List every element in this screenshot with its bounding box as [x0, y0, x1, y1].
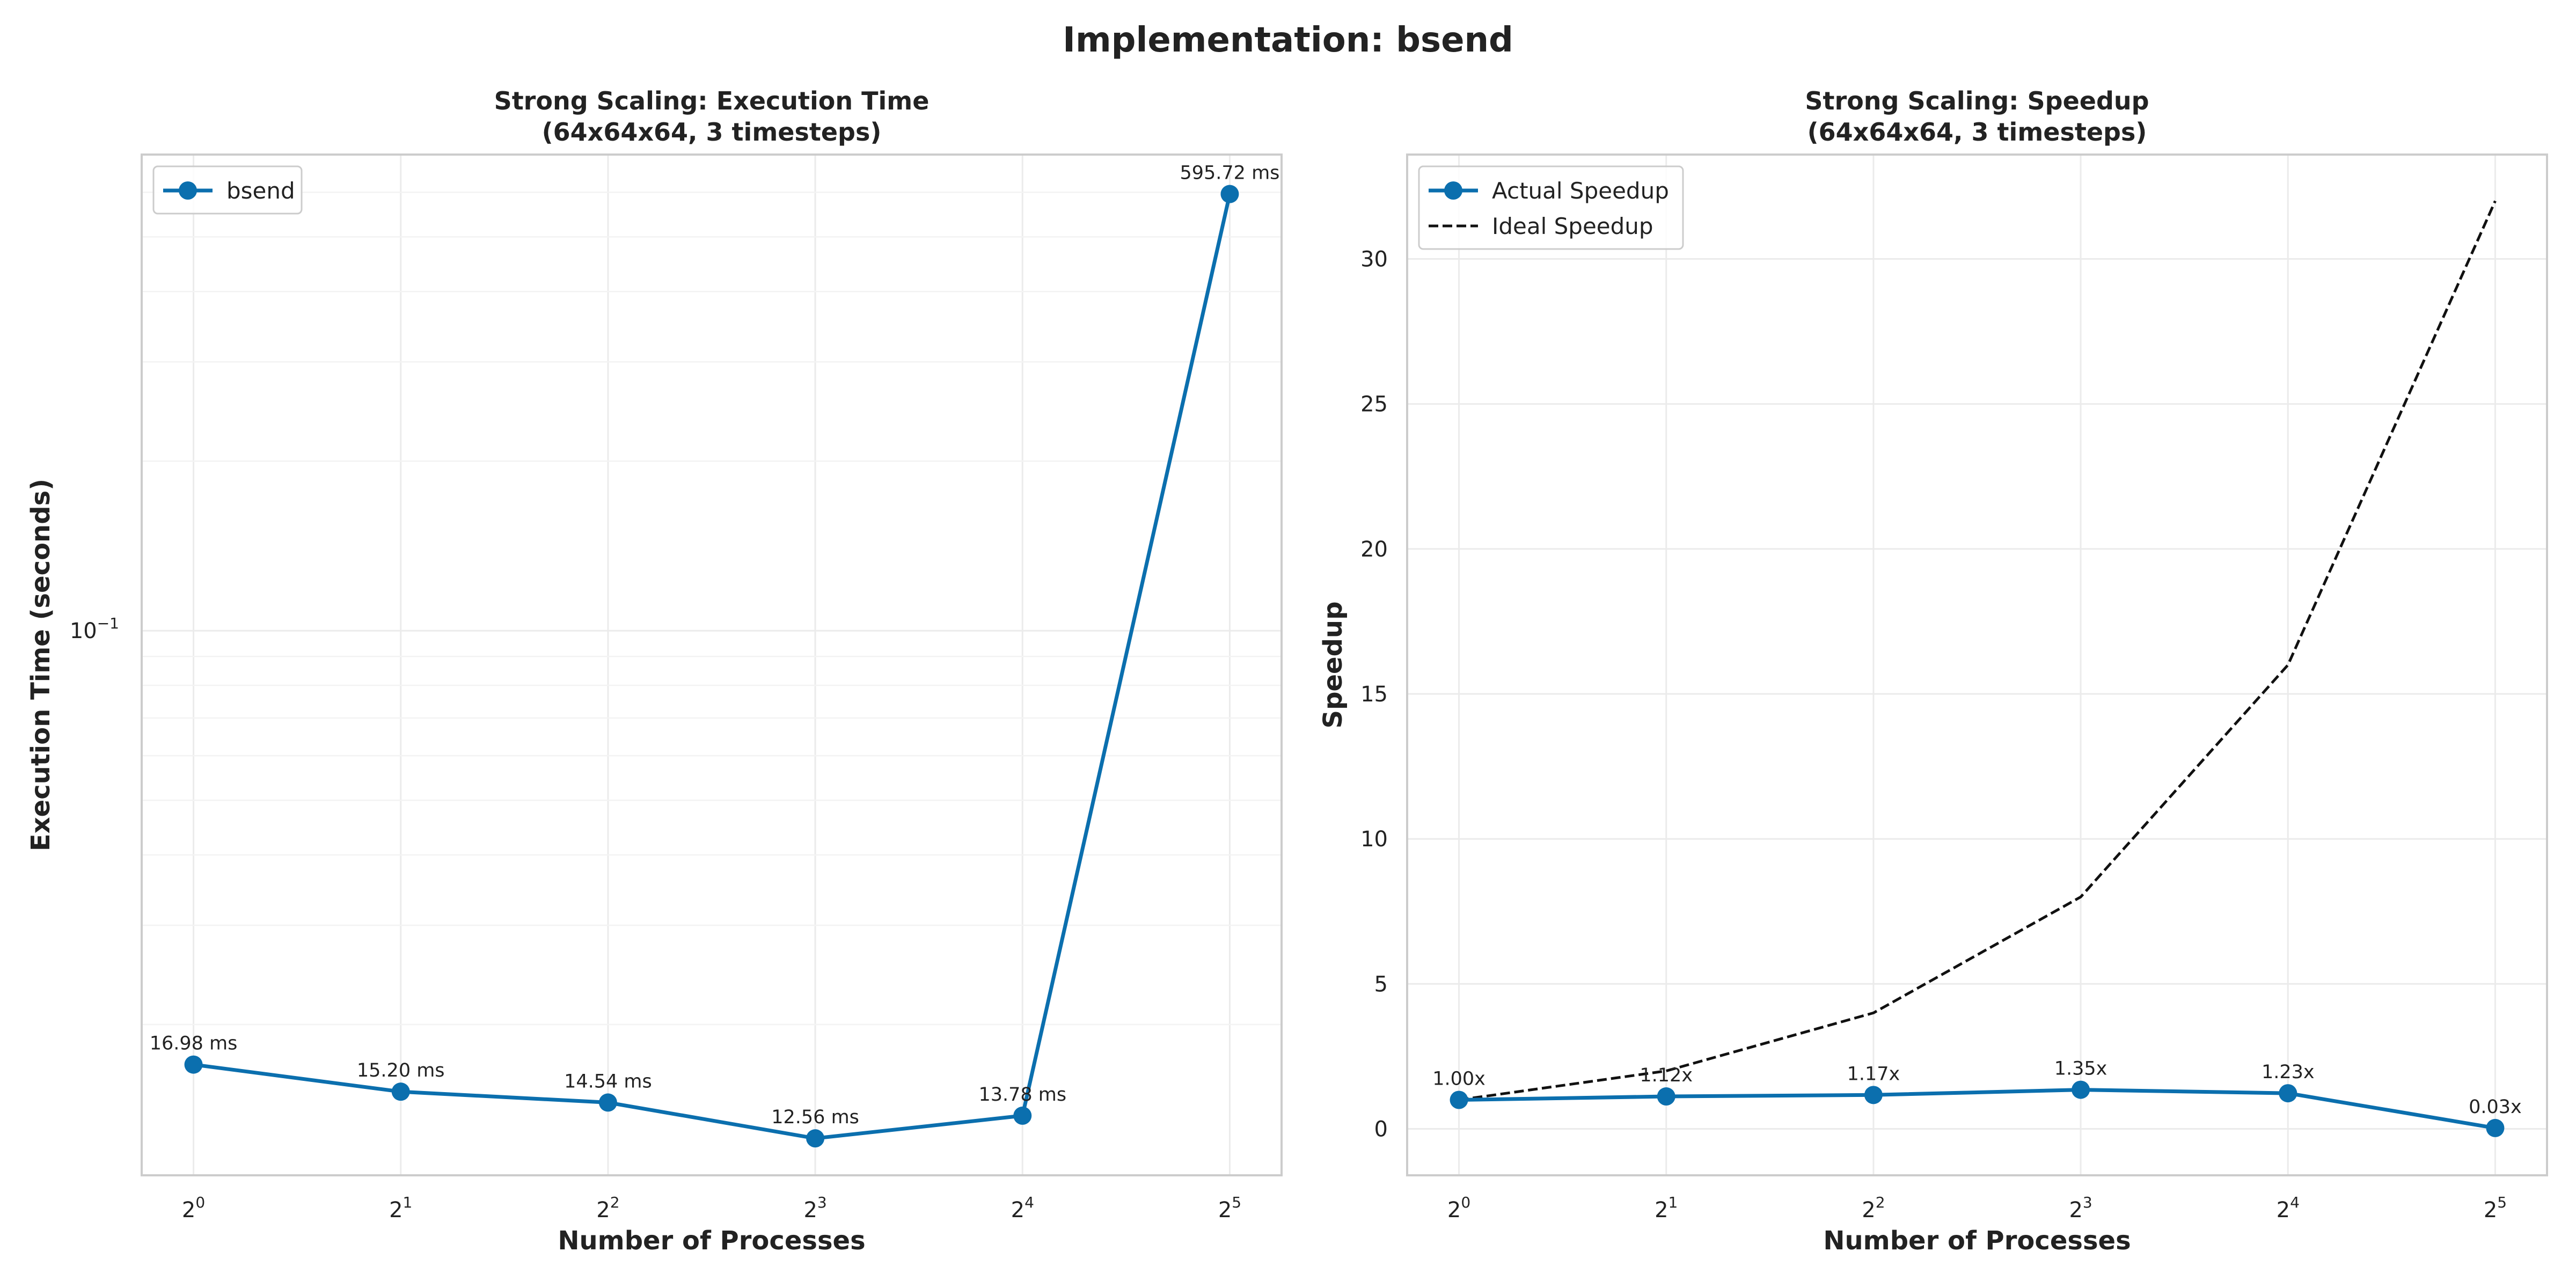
legend-box [152, 165, 303, 215]
series-line [1459, 1088, 2496, 1130]
y-tick-label: 5 [1374, 972, 1388, 997]
legend: Actual Speedup Ideal Speedup [1418, 165, 1684, 250]
data-label: 595.72 ms [1180, 163, 1279, 184]
data-label: 1.17x [1847, 1063, 1900, 1085]
subplot-title-line: Strong Scaling: Execution Time [494, 86, 930, 115]
data-point [1450, 1091, 1468, 1109]
data-point [184, 1055, 203, 1074]
data-point [1220, 185, 1239, 203]
x-tick-label: 22 [1862, 1194, 1885, 1223]
data-label: 12.56 ms [771, 1107, 859, 1128]
grid [1407, 155, 2547, 1175]
y-axis-label: Speedup [1318, 602, 1348, 729]
subplot-title-line: Strong Scaling: Speedup [1805, 86, 2149, 115]
y-tick-label: 25 [1360, 392, 1388, 417]
x-tick-label: 23 [803, 1194, 826, 1223]
x-axis-label: Number of Processes [558, 1226, 865, 1256]
x-tick-label: 21 [389, 1194, 412, 1223]
data-point [2279, 1084, 2297, 1103]
x-tick-label: 22 [596, 1194, 619, 1223]
data-label: 16.98 ms [150, 1033, 238, 1055]
legend-box [1418, 165, 1684, 250]
legend-marker [1444, 181, 1462, 200]
data-point [1013, 1106, 1032, 1125]
series-line [1459, 200, 2497, 1101]
y-tick-label: 15 [1360, 682, 1388, 707]
data-point [1864, 1086, 1883, 1104]
data-point [2486, 1118, 2505, 1137]
legend-entry-label: bsend [226, 178, 295, 204]
x-tick-label: 21 [1655, 1194, 1678, 1223]
plot-area-frame [1406, 153, 2548, 1176]
x-tick-label: 20 [182, 1194, 205, 1223]
data-label: 0.03x [2469, 1096, 2522, 1118]
x-tick-label: 23 [2069, 1194, 2092, 1223]
legend-entry-label: Actual Speedup [1492, 178, 1669, 204]
data-point [391, 1082, 410, 1101]
plot-area-frame [141, 153, 1283, 1176]
figure-title: Implementation: bsend [1063, 20, 1513, 60]
y-tick-label: 0 [1374, 1117, 1388, 1142]
y-axis-label: Execution Time (seconds) [26, 479, 56, 851]
x-tick-label: 20 [1447, 1194, 1470, 1223]
data-label: 1.23x [2262, 1062, 2315, 1083]
data-label: 1.12x [1640, 1065, 1693, 1086]
y-tick-label: 20 [1360, 537, 1388, 562]
grid [142, 155, 1282, 1175]
data-label: 14.54 ms [564, 1071, 652, 1092]
y-tick-label: 10−1 [70, 614, 119, 643]
data-point [2072, 1080, 2090, 1099]
subplot-title-line: (64x64x64, 3 timesteps) [542, 118, 882, 147]
y-tick-label: 10 [1360, 827, 1388, 852]
speedup-chart: 20 21 22 23 24 25 0 5 10 15 20 25 30 Number of Proces… [1318, 86, 2548, 1256]
data-point [806, 1129, 825, 1148]
subplot-title-line: (64x64x64, 3 timesteps) [1807, 118, 2147, 147]
x-tick-label: 24 [2277, 1194, 2300, 1223]
data-point [1657, 1087, 1675, 1106]
y-tick-label: 30 [1360, 247, 1388, 272]
x-tick-label: 25 [2484, 1194, 2507, 1223]
data-label: 13.78 ms [978, 1084, 1066, 1106]
data-label: 1.35x [2054, 1058, 2107, 1080]
legend-entry-label: Ideal Speedup [1492, 213, 1653, 239]
legend: bsend [152, 165, 303, 215]
x-axis-label: Number of Processes [1823, 1226, 2131, 1256]
x-tick-label: 24 [1011, 1194, 1034, 1223]
series-line [193, 193, 1232, 1140]
data-point [598, 1093, 617, 1112]
data-label: 1.00x [1432, 1069, 1485, 1090]
execution-time-chart: 20 21 22 23 24 25 10−1 Number of Processes Execu… [26, 86, 1283, 1256]
x-tick-label: 25 [1218, 1194, 1241, 1223]
data-label: 15.20 ms [357, 1060, 445, 1081]
legend-marker [179, 181, 197, 200]
